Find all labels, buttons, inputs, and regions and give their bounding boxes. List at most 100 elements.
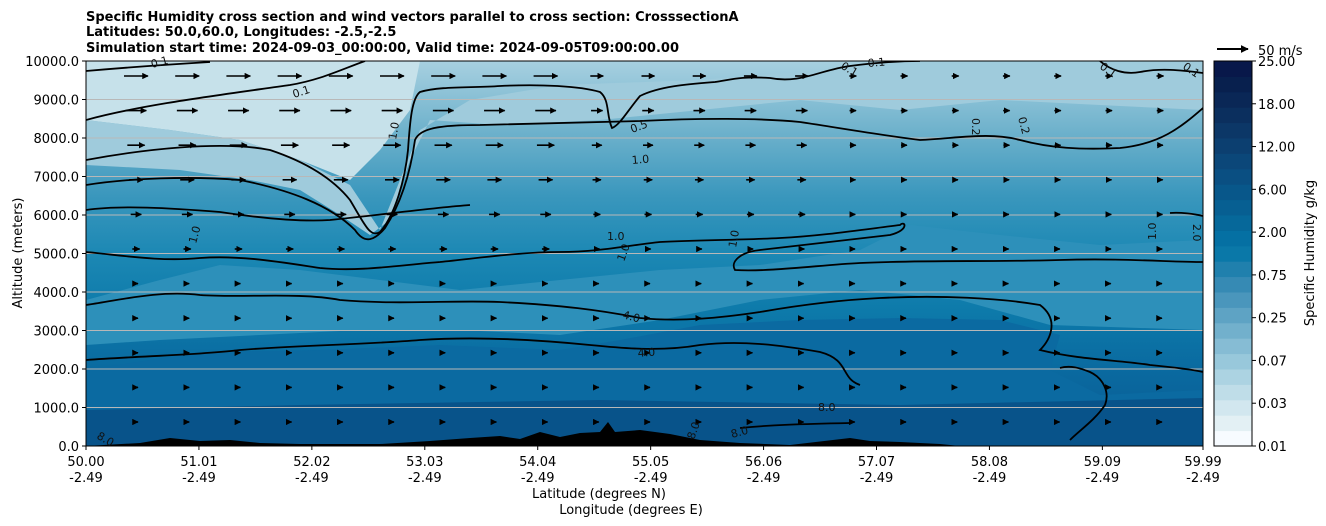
x-tick-label-lon: -2.49 [182,471,216,486]
colorbar-tick-label: 18.00 [1258,98,1295,113]
colorbar-band [1214,91,1252,108]
x-tick-label-lon: -2.49 [1186,471,1220,486]
contour-label: 8.0 [818,401,836,414]
colorbar-band [1214,153,1252,170]
x-tick-label-lat: 55.05 [632,455,669,470]
y-axis: 0.0 1000.0 2000.0 3000.0 4000.0 5000.0 6000.0 7… [25,55,86,455]
wind-key: 50 m/s [1217,44,1303,59]
terrain [86,422,960,446]
contour-label: 0.1 [149,54,169,71]
colorbar-band [1214,230,1252,247]
dry-region-top [86,61,1203,235]
contour-label: 1.0 [386,121,402,140]
wind-vectors [124,72,1165,426]
x-tick-label-lon: -2.49 [973,471,1007,486]
colorbar-band [1214,122,1252,139]
x-tick-label-lon: -2.49 [521,471,555,486]
contour-label: 0.1 [291,83,312,101]
x-tick-label-lat: 59.99 [1184,455,1221,470]
contour-label: 0.5 [629,118,650,136]
x-tick-label-lon: -2.49 [69,471,103,486]
contour-label: 1.0 [186,225,203,245]
y-tick-label: 3000.0 [34,325,80,340]
colorbar-band [1214,61,1252,77]
colorbar-tick-label: 0.07 [1258,354,1287,369]
contour-label: 1.0 [607,230,625,243]
colorbar-band [1214,261,1252,278]
y-tick-label: 0.0 [58,440,79,455]
x-tick-label-lon: -2.49 [634,471,668,486]
y-tick-label: 5000.0 [34,248,80,263]
colorbar-band [1214,276,1252,293]
colorbar-band [1214,322,1252,339]
contour-label: 8.0 [685,420,703,441]
colorbar-band [1214,107,1252,124]
x-tick-label-lon: -2.49 [747,471,781,486]
contour-label: 0.2 [1015,115,1032,135]
colorbar-tick-label: 0.01 [1258,440,1287,455]
contour-line [739,422,851,429]
colorbar-band [1214,245,1252,262]
contour-line [86,292,1203,373]
x-tick-label-lon: -2.49 [860,471,894,486]
colorbar-band [1214,430,1252,447]
contour-label: 1.0 [615,242,633,263]
y-tick-label: 7000.0 [34,171,80,186]
contour-label: 0.1 [867,56,886,70]
colorbar-tick-label: 25.00 [1258,55,1295,70]
x-tick-label-lat: 59.09 [1084,455,1121,470]
y-tick-label: 6000.0 [34,209,80,224]
contour-line [1169,211,1203,217]
contour-label: 8.0 [729,424,749,441]
x-tick-label-lat: 52.02 [293,455,330,470]
colorbar-band [1214,399,1252,416]
y-tick-label: 1000.0 [34,402,80,417]
contour-line [86,222,1203,272]
colorbar-frame [1213,60,1253,447]
title-line-3: Simulation start time: 2024-09-03_00:00:… [86,41,679,56]
colorbar-band [1214,369,1252,385]
contour-line [86,204,471,222]
x-tick-label-lat: 54.04 [519,455,556,470]
y-axis-label: Altitude (meters) [11,198,26,309]
colorbar-tick-label: 2.00 [1258,226,1287,241]
x-tick-label-lat: 50.00 [67,455,104,470]
title-line-1: Specific Humidity cross section and wind… [86,10,739,25]
x-tick-label-lon: -2.49 [408,471,442,486]
colorbar-band [1214,292,1252,308]
contour-label: 4.0 [621,308,641,325]
y-gridlines [86,99,1203,408]
x-tick-label-lat: 51.01 [180,455,217,470]
y-tick-label: 8000.0 [34,132,80,147]
x-axis-label-longitude: Longitude (degrees E) [559,503,703,518]
colorbar-band [1214,384,1252,401]
x-tick-label-lon: -2.49 [1086,471,1120,486]
y-tick-label: 4000.0 [34,286,80,301]
colorbar-tick-label: 0.75 [1258,269,1287,284]
dry-region-upper-left [86,61,420,180]
colorbar-band [1214,338,1252,355]
contour-label: 2.0 [1190,224,1203,242]
title-line-2: Latitudes: 50.0,60.0, Longitudes: -2.5,-… [86,25,396,40]
wind-key-label: 50 m/s [1258,44,1303,59]
colorbar: 0.01 0.03 0.07 0.25 0.75 2.00 6.00 12.00 18.00 25… [1213,55,1295,455]
colorbar-band [1214,184,1252,201]
colorbar-band [1214,353,1252,370]
x-axis-label-latitude: Latitude (degrees N) [532,487,666,502]
colorbar-band [1214,199,1252,216]
contour-line [86,61,921,235]
plot-area [86,61,1203,446]
y-tick-label: 10000.0 [25,55,79,70]
contour-line [1099,61,1203,74]
contour-line [86,61,211,72]
y-tick-label: 2000.0 [34,363,80,378]
x-tick-label-lat: 58.08 [971,455,1008,470]
colorbar-band [1214,307,1252,324]
contour-label: 1.0 [726,229,742,248]
contour-label: 0.2 [969,118,982,136]
contour-label: 1.0 [631,153,650,167]
colorbar-tick-label: 6.00 [1258,183,1287,198]
contour-label: 4.0 [637,346,656,360]
contour-line [86,107,1203,241]
